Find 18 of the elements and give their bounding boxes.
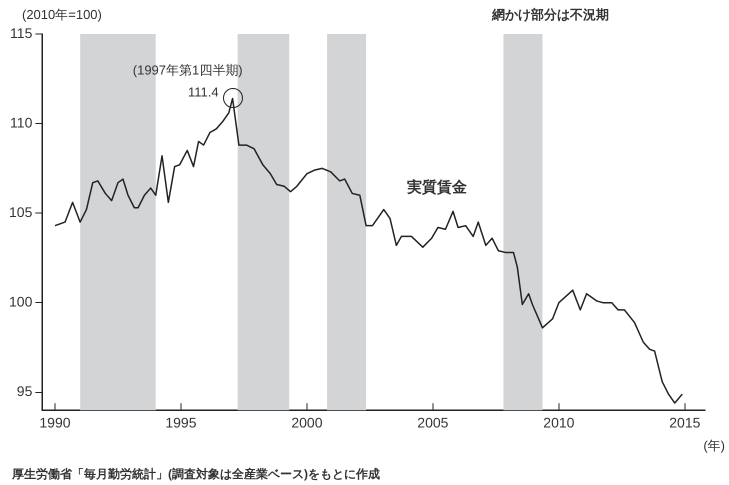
annotation: 111.4 [188, 84, 219, 100]
x-tick-label: 1990 [39, 414, 71, 430]
x-tick-label: 2015 [669, 414, 701, 430]
annotation: (1997年第1四半期) [132, 62, 243, 78]
x-tick-label: 1995 [165, 414, 197, 430]
y-tick-label: 115 [10, 24, 33, 41]
y-tick-label: 95 [16, 383, 33, 400]
x-axis-title: (年) [703, 438, 725, 454]
y-axis-title: (2010年=100) [22, 6, 102, 24]
x-tick-label: 2005 [417, 414, 449, 430]
text: 厚生労働省「毎月勤労統計」(調査対象は全産業ベース)をもとに作成 [12, 466, 380, 483]
y-tick-label: 110 [10, 114, 33, 130]
text: 網かけ部分は不況期 [492, 6, 609, 24]
y-tick-label: 105 [9, 204, 33, 220]
y-tick-label: 100 [9, 294, 33, 310]
x-tick-label: 2000 [291, 414, 323, 430]
x-tick-label: 2010 [543, 414, 575, 430]
series-label: 実質賃金 [406, 178, 467, 196]
